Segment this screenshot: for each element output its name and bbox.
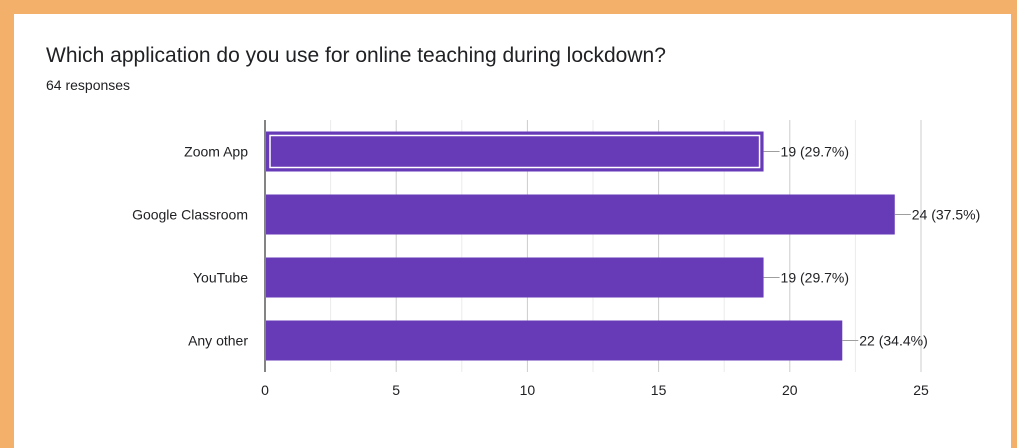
data-label: 19 (29.7%) bbox=[781, 144, 849, 160]
bar-highlight-outline bbox=[269, 134, 761, 169]
response-count: 64 responses bbox=[46, 77, 131, 93]
chart-title: Which application do you use for online … bbox=[46, 44, 666, 67]
bar[interactable] bbox=[266, 131, 764, 172]
bar[interactable] bbox=[266, 320, 843, 361]
data-label: 24 (37.5%) bbox=[912, 207, 980, 223]
x-tick-label: 20 bbox=[782, 382, 798, 398]
category-label: Google Classroom bbox=[132, 207, 248, 223]
x-tick-label: 25 bbox=[913, 382, 929, 398]
x-tick-label: 5 bbox=[392, 382, 400, 398]
bar[interactable] bbox=[266, 257, 764, 298]
category-label: Zoom App bbox=[184, 144, 248, 160]
bars bbox=[266, 131, 895, 361]
x-tick-label: 0 bbox=[261, 382, 269, 398]
category-label: Any other bbox=[188, 333, 248, 349]
bar[interactable] bbox=[266, 194, 895, 235]
category-label: YouTube bbox=[193, 270, 248, 286]
data-label: 19 (29.7%) bbox=[781, 270, 849, 286]
x-tick-label: 15 bbox=[651, 382, 667, 398]
labels: 0 5 10 15 20 25 19 (29.7%) Zoom App 24 (37.5%) Go… bbox=[132, 144, 980, 399]
x-tick-label: 10 bbox=[520, 382, 536, 398]
data-label: 22 (34.4%) bbox=[859, 333, 927, 349]
